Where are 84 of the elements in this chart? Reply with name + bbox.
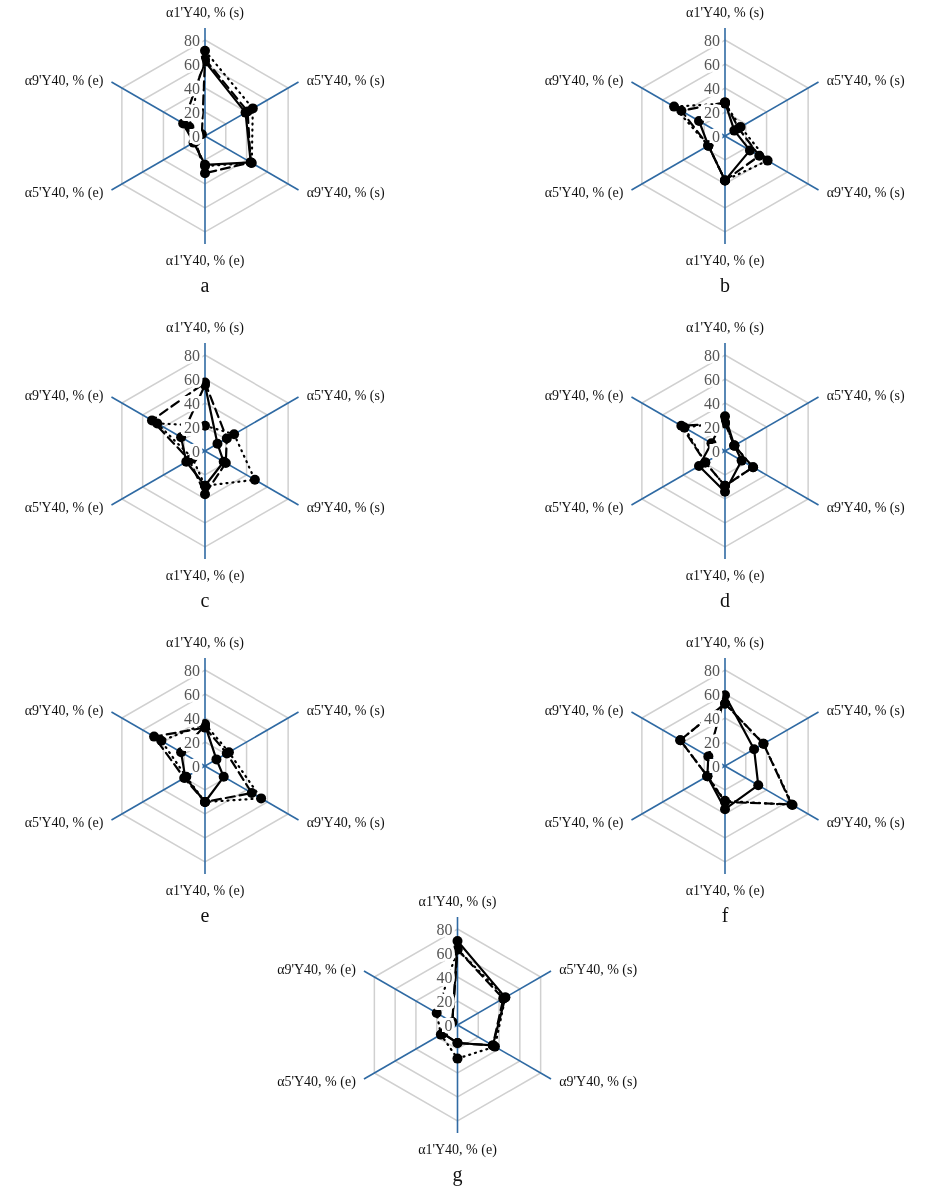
spoke-label: α1'Y40, % (e) — [685, 252, 765, 269]
y-tick-label: 20 — [184, 418, 200, 436]
y-tick-label: 0 — [192, 442, 200, 460]
spoke-label: α9'Y40, % (s) — [306, 500, 385, 517]
text: e — [200, 904, 210, 926]
y-tick-label: 80 — [184, 661, 200, 679]
spoke-label: α9'Y40, % (s) — [826, 500, 905, 517]
y-tick-label: 80 — [704, 661, 720, 679]
spoke-label: α1'Y40, % (s) — [686, 635, 765, 652]
spoke-label: α9'Y40, % (s) — [826, 815, 905, 832]
y-tick-label: 60 — [184, 55, 200, 73]
y-tick-label: 40 — [184, 79, 200, 97]
spoke-label: α1'Y40, % (e) — [685, 882, 765, 899]
spoke-label: α1'Y40, % (e) — [165, 252, 245, 269]
spoke-label: α5'Y40, % (s) — [826, 72, 905, 89]
spoke-label: α5'Y40, % (e) — [544, 500, 624, 517]
spoke-label: α9'Y40, % (s) — [306, 185, 385, 202]
spoke-label: α5'Y40, % (s) — [826, 387, 905, 404]
text: a — [200, 274, 210, 296]
spoke-label: α1'Y40, % (s) — [166, 320, 245, 337]
spoke-label: α9'Y40, % (e) — [544, 387, 624, 404]
text: d — [720, 589, 730, 611]
y-tick-label: 20 — [436, 992, 453, 1010]
text: b — [720, 274, 730, 296]
y-tick-label: 80 — [184, 346, 200, 364]
y-tick-label: 40 — [184, 709, 200, 727]
spoke-label: α5'Y40, % (s) — [559, 961, 638, 978]
y-tick-label: 0 — [192, 757, 200, 775]
y-tick-label: 40 — [704, 709, 720, 727]
spoke-label: α5'Y40, % (e) — [24, 185, 104, 202]
spoke-label: α1'Y40, % (e) — [418, 1141, 498, 1158]
y-tick-label: 60 — [704, 55, 720, 73]
y-tick-label: 0 — [192, 127, 200, 145]
spoke-label: α9'Y40, % (e) — [277, 961, 357, 978]
y-tick-label: 60 — [704, 370, 720, 388]
spoke-label: α5'Y40, % (s) — [306, 702, 385, 719]
spoke-label: α5'Y40, % (e) — [544, 815, 624, 832]
spoke-label: α5'Y40, % (s) — [306, 72, 385, 89]
spoke-label: α9'Y40, % (e) — [24, 702, 104, 719]
y-tick-label: 40 — [436, 968, 453, 986]
y-tick-label: 40 — [184, 394, 200, 412]
spoke-label: α9'Y40, % (s) — [306, 815, 385, 832]
spoke-label: α5'Y40, % (e) — [24, 815, 104, 832]
spoke-label: α5'Y40, % (e) — [277, 1074, 357, 1091]
spoke-label: α9'Y40, % (s) — [826, 185, 905, 202]
y-tick-label: 20 — [184, 733, 200, 751]
y-tick-label: 0 — [712, 127, 720, 145]
spoke-label: α9'Y40, % (e) — [544, 72, 624, 89]
spoke-label: α9'Y40, % (s) — [559, 1074, 638, 1091]
spoke-label: α1'Y40, % (e) — [165, 567, 245, 584]
y-tick-label: 60 — [436, 944, 453, 962]
y-tick-label: 80 — [436, 920, 453, 938]
y-tick-label: 20 — [184, 103, 200, 121]
spoke-label: α1'Y40, % (s) — [166, 635, 245, 652]
y-tick-label: 80 — [704, 346, 720, 364]
spoke-label: α1'Y40, % (s) — [418, 894, 497, 911]
y-tick-label: 40 — [704, 79, 720, 97]
y-tick-label: 40 — [704, 394, 720, 412]
y-tick-label: 20 — [704, 103, 720, 121]
y-tick-label: 0 — [712, 442, 720, 460]
y-tick-label: 80 — [704, 31, 720, 49]
y-tick-label: 20 — [704, 418, 720, 436]
y-tick-label: 0 — [444, 1016, 453, 1034]
spoke-label: α9'Y40, % (e) — [24, 387, 104, 404]
y-tick-label: 20 — [704, 733, 720, 751]
text: g — [452, 1163, 463, 1186]
spoke-label: α5'Y40, % (s) — [826, 702, 905, 719]
y-tick-label: 80 — [184, 31, 200, 49]
text: f — [721, 904, 729, 926]
y-tick-label: 0 — [712, 757, 720, 775]
spoke-label: α1'Y40, % (e) — [685, 567, 765, 584]
spoke-label: α5'Y40, % (e) — [544, 185, 624, 202]
text: c — [200, 589, 210, 611]
y-tick-label: 60 — [184, 370, 200, 388]
spoke-label: α5'Y40, % (s) — [306, 387, 385, 404]
spoke-label: α5'Y40, % (e) — [24, 500, 104, 517]
spoke-label: α9'Y40, % (e) — [544, 702, 624, 719]
y-tick-label: 60 — [184, 685, 200, 703]
spoke-label: α9'Y40, % (e) — [24, 72, 104, 89]
spoke-label: α1'Y40, % (s) — [686, 5, 765, 22]
spoke-label: α1'Y40, % (s) — [686, 320, 765, 337]
y-tick-label: 60 — [704, 685, 720, 703]
spoke-label: α1'Y40, % (s) — [166, 5, 245, 22]
spoke-label: α1'Y40, % (e) — [165, 882, 245, 899]
